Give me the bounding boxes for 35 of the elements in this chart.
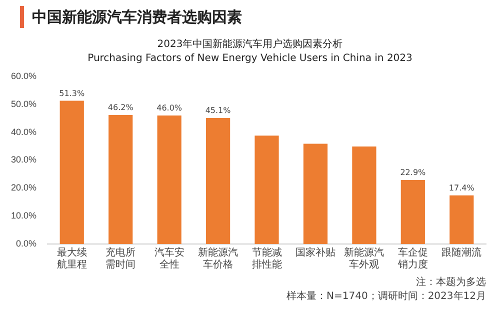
bar [157, 116, 182, 244]
y-tick-label: 10.0% [10, 210, 37, 221]
y-tick-label: 50.0% [10, 98, 37, 109]
y-tick-label: 30.0% [10, 154, 37, 165]
x-tick-label: 国家补贴 [295, 246, 336, 259]
x-tick-label: 汽车安全性 [154, 246, 184, 271]
bar [400, 180, 425, 244]
text: 注：本题为多选 [415, 276, 486, 290]
y-tick-label: 20.0% [10, 182, 37, 193]
x-tick-label: 充电所需时间 [106, 246, 136, 271]
bar [450, 195, 474, 244]
bar [254, 136, 279, 244]
chart-title: 中国新能源汽车消费者选购因素 [32, 8, 242, 26]
chart-subtitle: 2023年中国新能源汽车用户选购因素分析 Purchasing Factors of New Energy Vehicle Users in China in 2023 [86, 38, 414, 66]
data-label: 17.4% [448, 183, 475, 192]
bar [206, 118, 230, 244]
data-label: 46.2% [108, 103, 134, 112]
y-tick-label: 60.0% [10, 70, 37, 81]
data-label: 51.3% [59, 88, 85, 98]
text: 样本量：N=1740；调研时间：2023年12月 [286, 290, 486, 304]
x-tick-label: 新能源汽车外观 [344, 246, 384, 271]
bar [303, 144, 328, 244]
bar [108, 114, 133, 244]
data-label: 22.9% [400, 168, 426, 178]
bar [352, 146, 376, 244]
x-tick-label: 车企促销力度 [396, 246, 428, 271]
data-label: 46.0% [156, 104, 182, 113]
x-tick-label: 最大续航里程 [56, 246, 87, 271]
y-tick-label: 0.0% [16, 238, 37, 248]
y-tick-label: 40.0% [10, 126, 37, 137]
x-tick-label: 节能减排性能 [252, 246, 282, 271]
x-tick-label: 跟随潮流 [442, 246, 482, 259]
bar [60, 100, 84, 244]
data-label: 45.1% [205, 106, 232, 116]
x-tick-label: 新能源汽车价格 [198, 246, 238, 271]
